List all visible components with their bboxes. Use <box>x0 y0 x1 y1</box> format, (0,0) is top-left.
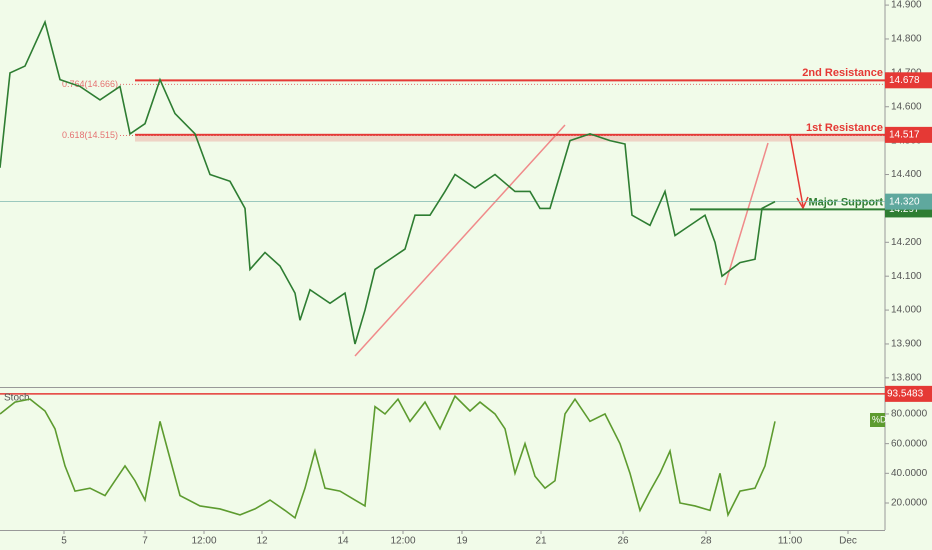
x-tick-label: 7 <box>142 536 148 547</box>
x-tick-label: 12:00 <box>390 536 415 547</box>
x-tick-label: 28 <box>700 536 712 547</box>
price-badge <box>885 126 932 143</box>
legend-badge <box>870 413 885 427</box>
x-tick-label: 12:00 <box>191 536 216 547</box>
stoch-badge <box>885 385 932 402</box>
y-tick-label: 14.800 <box>891 34 922 45</box>
y-tick-label: 20.0000 <box>891 498 928 509</box>
y-tick-label: 13.900 <box>891 339 922 350</box>
y-tick-label: 14.400 <box>891 169 922 180</box>
y-tick-label: 80.0000 <box>891 409 928 420</box>
x-tick-label: Dec <box>839 536 857 547</box>
y-tick-label: 60.0000 <box>891 438 928 449</box>
pane-title: Stoch <box>4 393 30 404</box>
y-tick-label: 14.900 <box>891 0 922 11</box>
fib-label: 0.618(14.515) <box>62 130 118 140</box>
x-tick-label: 12 <box>256 536 268 547</box>
fib-label: 0.764(14.666) <box>62 79 118 89</box>
x-tick-label: 21 <box>535 536 547 547</box>
y-tick-label: 14.000 <box>891 305 922 316</box>
y-tick-label: 14.200 <box>891 237 922 248</box>
x-tick-label: 26 <box>617 536 629 547</box>
x-tick-label: 11:00 <box>778 536 803 547</box>
last-price-badge <box>885 193 932 210</box>
price-badge <box>885 72 932 89</box>
y-tick-label: 14.100 <box>891 271 922 282</box>
level-name: Major Support <box>808 196 883 208</box>
level-name: 1st Resistance <box>806 122 883 134</box>
price-badge-label: 14.517 <box>889 130 920 141</box>
resistance-zone <box>135 133 885 142</box>
level-name: 2nd Resistance <box>802 67 883 79</box>
y-tick-label: 14.600 <box>891 101 922 112</box>
stoch-badge-label: 93.5483 <box>887 389 924 400</box>
y-tick-label: 13.800 <box>891 372 922 383</box>
series-line <box>0 19 776 345</box>
x-tick-label: 19 <box>456 536 468 547</box>
y-tick-label: 40.0000 <box>891 468 928 479</box>
x-tick-label: 5 <box>61 536 67 547</box>
x-tick-label: 14 <box>337 536 349 547</box>
price-badge-label: 14.678 <box>889 75 920 86</box>
last-price-label: 14.320 <box>889 196 920 207</box>
series-line <box>0 394 776 520</box>
legend-label: %D <box>872 414 887 424</box>
pattern-arrows <box>354 124 769 357</box>
